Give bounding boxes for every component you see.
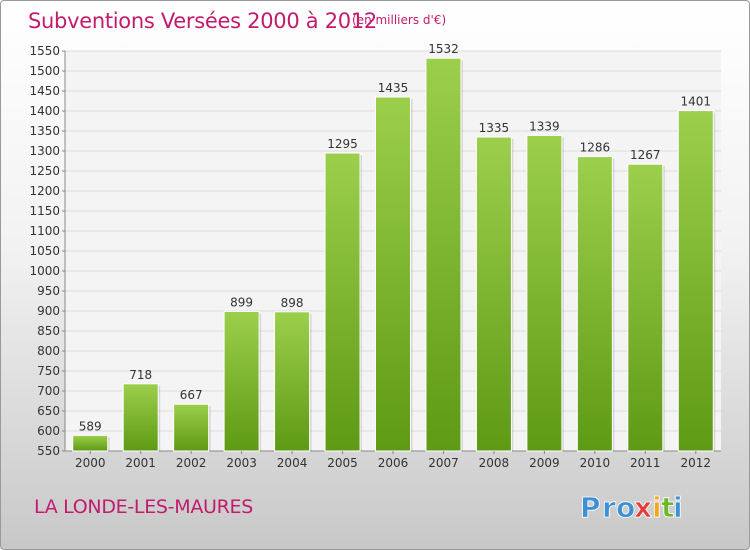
chart-title: Subventions Versées 2000 à 2012 xyxy=(28,9,377,33)
bar-2004 xyxy=(274,311,311,452)
bar-2000 xyxy=(72,434,109,452)
data-label: 1339 xyxy=(529,119,560,133)
bar-2012 xyxy=(677,110,714,452)
logo-letter: t xyxy=(661,491,674,524)
data-label: 589 xyxy=(79,419,102,433)
y-tick-label: 1000 xyxy=(29,264,60,278)
y-tick-label: 1250 xyxy=(29,164,60,178)
y-tick-label: 1050 xyxy=(29,244,60,258)
bar-2007 xyxy=(425,57,462,452)
x-tick-label: 2003 xyxy=(226,456,257,470)
y-tick-label: 800 xyxy=(37,344,60,358)
data-label: 898 xyxy=(281,296,304,310)
y-tick-label: 950 xyxy=(37,284,60,298)
logo-letter: o xyxy=(616,491,635,524)
data-label: 899 xyxy=(230,295,253,309)
x-tick-label: 2000 xyxy=(75,456,106,470)
y-tick-label: 850 xyxy=(37,324,60,338)
y-tick-label: 1550 xyxy=(29,44,60,58)
chart-unit: (en milliers d'€) xyxy=(352,13,447,27)
bar-2005 xyxy=(324,152,361,452)
y-tick-label: 1150 xyxy=(29,204,60,218)
bar-2009 xyxy=(526,134,563,452)
y-tick-label: 1200 xyxy=(29,184,60,198)
x-tick-label: 2004 xyxy=(277,456,308,470)
y-tick-label: 550 xyxy=(37,444,60,458)
x-tick-label: 2005 xyxy=(327,456,358,470)
data-label: 1532 xyxy=(428,42,459,56)
y-tick-label: 1300 xyxy=(29,144,60,158)
data-label: 1267 xyxy=(630,148,661,162)
y-tick-label: 900 xyxy=(37,304,60,318)
x-tick-label: 2011 xyxy=(630,456,661,470)
y-tick-label: 1350 xyxy=(29,124,60,138)
y-tick-label: 700 xyxy=(37,384,60,398)
bar-2002 xyxy=(173,403,210,452)
logo-letter: i xyxy=(652,491,662,524)
y-tick-label: 1100 xyxy=(29,224,60,238)
y-tick-label: 600 xyxy=(37,424,60,438)
data-label: 1295 xyxy=(327,137,358,151)
data-label: 1286 xyxy=(580,141,611,155)
y-tick-label: 650 xyxy=(37,404,60,418)
logo-letter: P xyxy=(580,491,601,524)
y-tick-label: 1450 xyxy=(29,84,60,98)
x-tick-label: 2010 xyxy=(580,456,611,470)
x-tick-label: 2012 xyxy=(680,456,711,470)
x-tick-label: 2002 xyxy=(176,456,207,470)
bar-2006 xyxy=(375,96,411,452)
bar-2003 xyxy=(223,310,260,452)
y-tick-label: 1500 xyxy=(29,64,60,78)
bar-2001 xyxy=(122,383,159,452)
logo-letter: r xyxy=(602,491,616,524)
x-tick-label: 2008 xyxy=(479,456,510,470)
y-tick-label: 1400 xyxy=(29,104,60,118)
bar-2011 xyxy=(627,163,664,452)
bar-2008 xyxy=(475,136,512,452)
data-label: 1435 xyxy=(378,81,409,95)
x-tick-label: 2007 xyxy=(428,456,459,470)
y-tick-label: 750 xyxy=(37,364,60,378)
logo-letter: i xyxy=(673,491,683,524)
data-label: 1401 xyxy=(680,95,711,109)
x-tick-label: 2006 xyxy=(378,456,409,470)
bar-2010 xyxy=(576,156,613,452)
data-label: 667 xyxy=(180,388,203,402)
x-tick-label: 2009 xyxy=(529,456,560,470)
logo-letter: x xyxy=(634,491,652,524)
x-tick-label: 2001 xyxy=(125,456,156,470)
data-label: 1335 xyxy=(479,121,510,135)
city-name: LA LONDE-LES-MAURES xyxy=(34,496,253,518)
data-label: 718 xyxy=(129,368,152,382)
